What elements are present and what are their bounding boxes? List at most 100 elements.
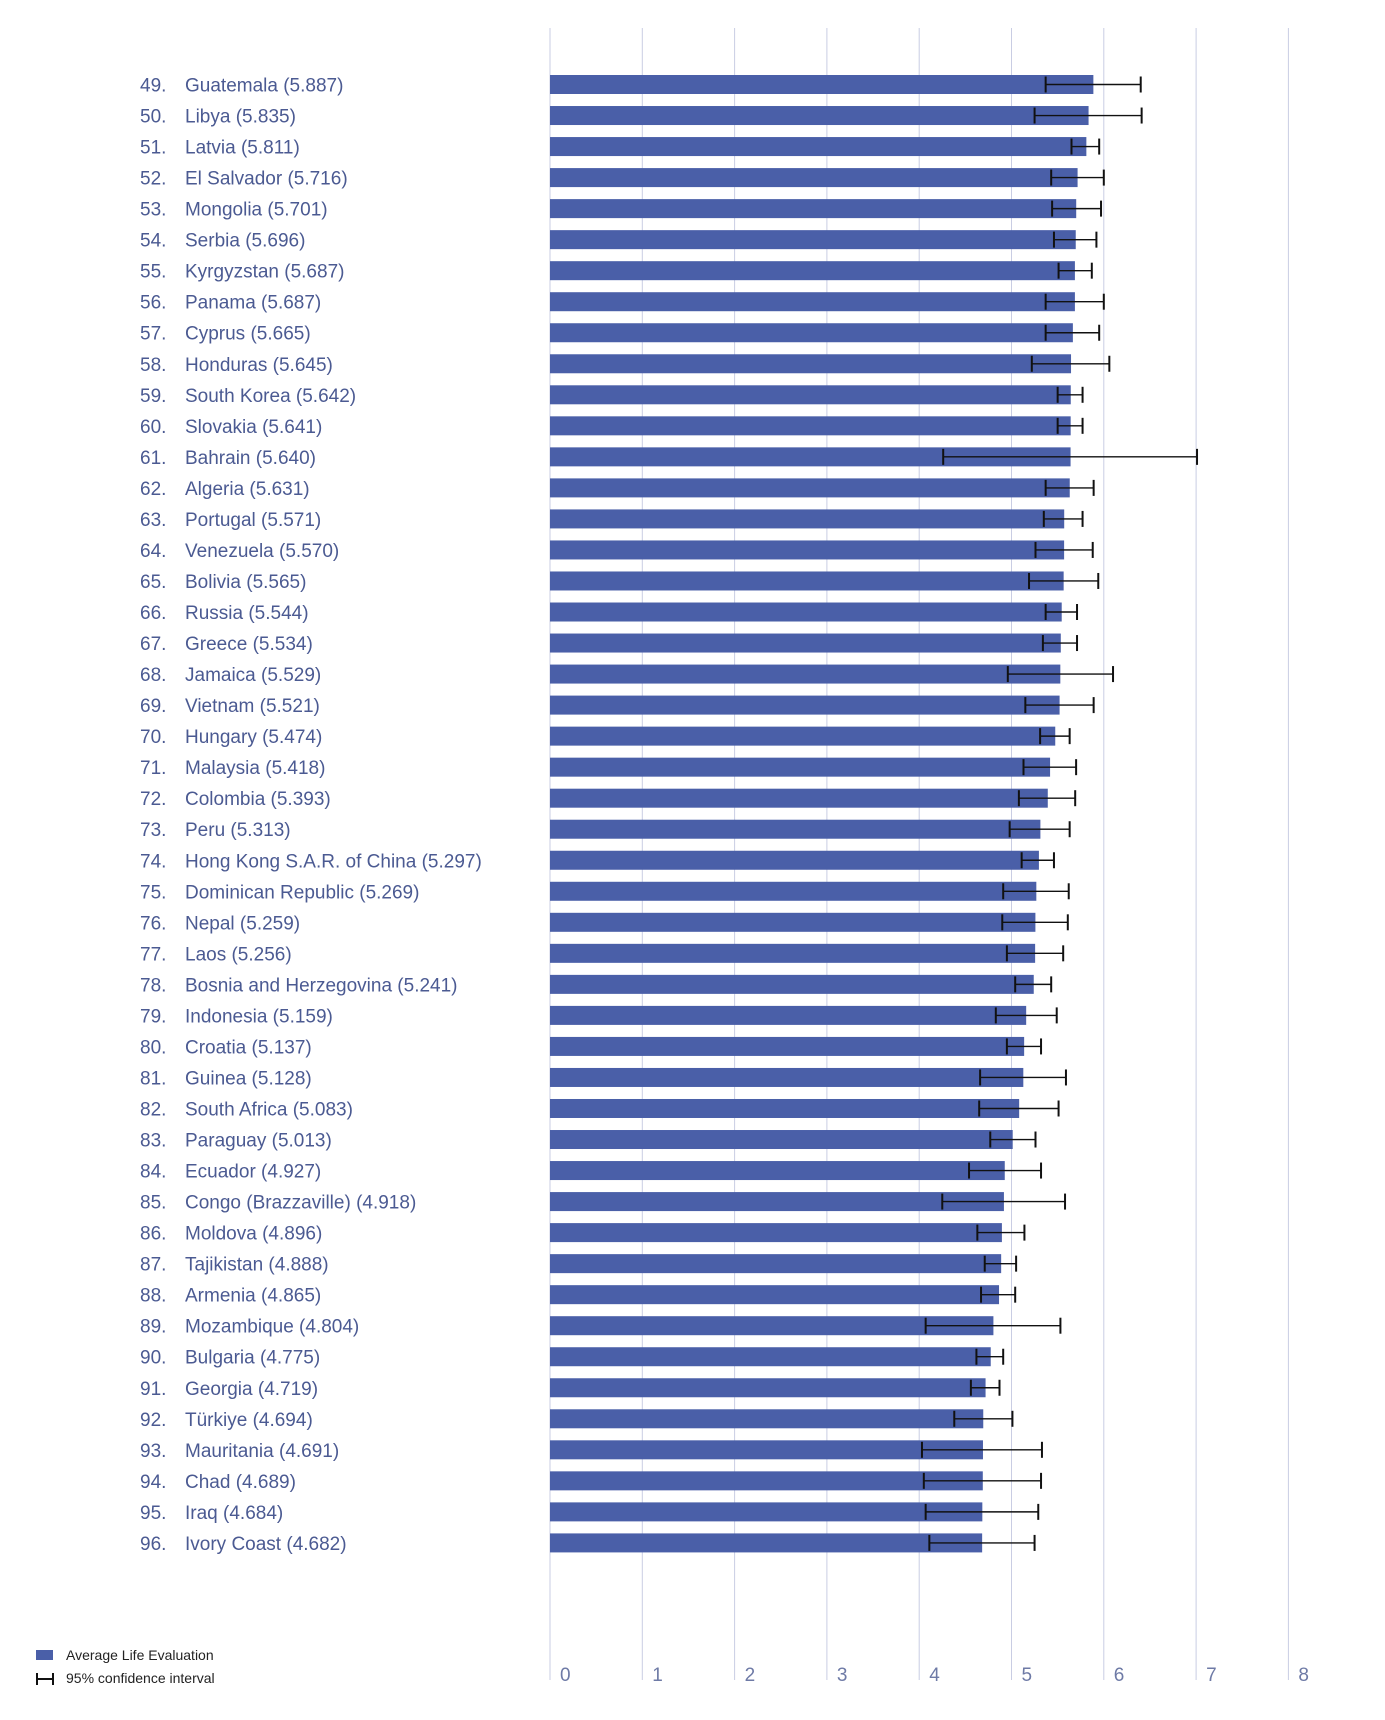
row-country-label: Panama (5.687) xyxy=(185,293,321,314)
ci-errorbar xyxy=(1001,914,1069,931)
bar xyxy=(550,695,1060,715)
bar xyxy=(550,106,1089,126)
row-rank: 66. xyxy=(140,603,166,624)
row-rank: 65. xyxy=(140,572,166,593)
bar xyxy=(550,757,1051,777)
bar xyxy=(550,788,1048,808)
bar xyxy=(550,354,1072,374)
row-rank: 92. xyxy=(140,1410,166,1431)
ci-errorbar xyxy=(1034,541,1094,558)
bar xyxy=(550,1036,1025,1056)
bar xyxy=(550,137,1087,157)
legend-ci-icon xyxy=(36,1673,54,1685)
row-country-label: Croatia (5.137) xyxy=(185,1037,312,1058)
bar xyxy=(550,261,1075,281)
ci-errorbar xyxy=(1044,76,1142,93)
row-country-label: Jamaica (5.529) xyxy=(185,665,321,686)
bar xyxy=(550,1285,1000,1305)
row-country-label: Chad (4.689) xyxy=(185,1472,296,1493)
ci-errorbar xyxy=(1020,852,1055,869)
row-rank: 75. xyxy=(140,882,166,903)
ci-errorbar xyxy=(1056,417,1084,434)
bar xyxy=(550,602,1062,622)
ci-errorbar xyxy=(1014,976,1053,993)
row-rank: 56. xyxy=(140,293,166,314)
ci-errorbar xyxy=(979,1069,1067,1086)
row-rank: 51. xyxy=(140,138,166,159)
bar xyxy=(550,974,1034,994)
row-country-label: Hong Kong S.A.R. of China (5.297) xyxy=(185,851,482,872)
row-country-label: Indonesia (5.159) xyxy=(185,1006,333,1027)
ci-errorbar xyxy=(924,1503,1040,1520)
bar xyxy=(550,1254,1002,1274)
row-country-label: Mauritania (4.691) xyxy=(185,1441,339,1462)
row-rank: 68. xyxy=(140,665,166,686)
row-rank: 90. xyxy=(140,1348,166,1369)
bar xyxy=(550,912,1036,932)
row-rank: 60. xyxy=(140,417,166,438)
bar xyxy=(550,509,1065,529)
x-tick-label-2: 2 xyxy=(745,1665,756,1686)
row-rank: 70. xyxy=(140,727,166,748)
ci-errorbar xyxy=(928,1534,1036,1551)
row-country-label: Bulgaria (4.775) xyxy=(185,1348,320,1369)
row-rank: 53. xyxy=(140,200,166,221)
ci-errorbar xyxy=(1057,262,1093,279)
row-rank: 58. xyxy=(140,355,166,376)
row-rank: 62. xyxy=(140,479,166,500)
ci-errorbar xyxy=(1028,572,1100,589)
row-rank: 91. xyxy=(140,1379,166,1400)
row-country-label: Russia (5.544) xyxy=(185,603,309,624)
row-country-label: Ivory Coast (4.682) xyxy=(185,1534,347,1555)
row-rank: 79. xyxy=(140,1006,166,1027)
row-rank: 96. xyxy=(140,1534,166,1555)
ci-errorbar xyxy=(1002,883,1070,900)
row-rank: 73. xyxy=(140,820,166,841)
bar xyxy=(550,1067,1024,1087)
ci-errorbar xyxy=(1051,200,1103,217)
bar xyxy=(550,1192,1004,1212)
row-country-label: Malaysia (5.418) xyxy=(185,758,325,779)
ci-errorbar xyxy=(1024,697,1095,714)
row-rank: 87. xyxy=(140,1255,166,1276)
ci-errorbar xyxy=(969,1379,1001,1396)
row-rank: 93. xyxy=(140,1441,166,1462)
row-country-label: Algeria (5.631) xyxy=(185,479,310,500)
row-rank: 54. xyxy=(140,231,166,252)
ci-errorbar xyxy=(1039,728,1071,745)
bar xyxy=(550,1378,986,1398)
row-country-label: Greece (5.534) xyxy=(185,634,313,655)
row-country-label: Kyrgyzstan (5.687) xyxy=(185,262,344,283)
ci-errorbar xyxy=(1006,666,1115,683)
ci-errorbar xyxy=(983,1255,1018,1272)
ci-errorbar xyxy=(1022,759,1078,776)
row-country-label: Bolivia (5.565) xyxy=(185,572,306,593)
ci-errorbar xyxy=(1030,355,1111,372)
row-country-label: Honduras (5.645) xyxy=(185,355,333,376)
row-country-label: South Africa (5.083) xyxy=(185,1099,353,1120)
legend: Average Life Evaluation 95% confidence i… xyxy=(36,1647,215,1686)
bar xyxy=(550,540,1065,560)
row-rank: 83. xyxy=(140,1131,166,1152)
row-rank: 59. xyxy=(140,386,166,407)
ci-errorbar xyxy=(920,1441,1043,1458)
row-country-label: Mozambique (4.804) xyxy=(185,1317,359,1338)
ci-errorbar xyxy=(1041,635,1079,652)
row-rank: 76. xyxy=(140,913,166,934)
row-country-label: Peru (5.313) xyxy=(185,820,291,841)
row-rank: 55. xyxy=(140,262,166,283)
bar xyxy=(550,1223,1002,1243)
row-country-label: Türkiye (4.694) xyxy=(185,1410,313,1431)
ci-errorbar xyxy=(1070,138,1101,155)
bar xyxy=(550,323,1073,343)
x-axis-ticks: 0 1 2 3 4 5 6 7 8 xyxy=(560,1665,1309,1686)
bar xyxy=(550,75,1094,94)
row-rank: 69. xyxy=(140,696,166,717)
bar xyxy=(550,633,1061,653)
bar xyxy=(550,1440,983,1460)
bar xyxy=(550,416,1071,436)
row-labels: 49. Guatemala (5.887) 50. Libya (5.835) 51. L… xyxy=(140,76,482,1555)
ci-errorbar xyxy=(1005,945,1065,962)
row-country-label: Bosnia and Herzegovina (5.241) xyxy=(185,975,458,996)
